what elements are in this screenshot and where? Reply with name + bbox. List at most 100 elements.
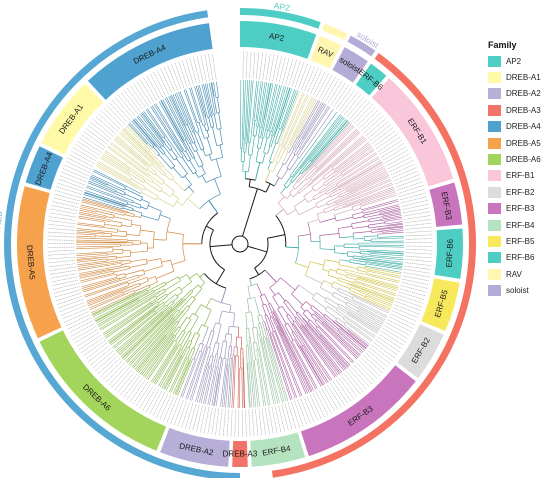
tree-stem — [265, 303, 272, 318]
tree-leaf-branch — [379, 210, 401, 216]
gene-label-tick — [50, 208, 77, 215]
tree-stem — [346, 276, 357, 281]
tree-leaf-branch — [339, 328, 366, 351]
tree-stem — [264, 321, 268, 330]
tree-arc — [159, 188, 163, 193]
tree-leaf-branch — [78, 213, 111, 221]
tree-stem — [251, 135, 255, 156]
gene-label-tick — [394, 174, 421, 185]
gene-label-tick — [167, 65, 178, 91]
tree-arc — [364, 295, 366, 298]
tree-leaf-branch — [387, 223, 403, 226]
legend-swatch — [488, 121, 501, 133]
tree-stem — [155, 173, 165, 182]
tree-leaf-branch — [136, 335, 167, 372]
tree-leaf-branch — [80, 272, 114, 282]
tree-stem — [256, 342, 258, 350]
tree-stem — [158, 288, 165, 293]
tree-leaf-branch — [101, 156, 130, 175]
gene-label-tick — [285, 58, 294, 85]
tree-leaf-branch — [365, 261, 403, 267]
tree-leaf-branch — [179, 91, 197, 133]
segment-erf-b6 — [434, 228, 464, 279]
tree-stem — [124, 188, 143, 198]
tree-leaf-branch — [249, 362, 255, 408]
tree-leaf-branch — [129, 317, 174, 366]
tree-leaf-branch — [377, 232, 404, 235]
tree-arc — [128, 265, 130, 269]
gene-label-tick — [181, 402, 190, 428]
tree-stem — [350, 259, 366, 263]
tree-arc — [291, 331, 294, 333]
tree-stem — [134, 284, 150, 292]
tree-leaf-branch — [350, 292, 391, 311]
tree-stem — [319, 287, 334, 295]
tree-stem — [286, 154, 296, 169]
tree-leaf-branch — [171, 94, 186, 126]
tree-arc — [366, 270, 368, 274]
tree-stem — [189, 273, 197, 279]
gene-label-tick — [402, 203, 429, 210]
tree-leaf-branch — [159, 348, 182, 388]
tree-leaf-branch — [98, 291, 159, 327]
tree-arc — [170, 191, 175, 197]
tree-stem — [187, 124, 196, 143]
tree-leaf-branch — [138, 327, 175, 373]
gene-label-tick — [156, 393, 169, 419]
tree-leaf-branch — [305, 122, 351, 172]
tree-stem — [371, 231, 383, 233]
gene-label-tick — [163, 396, 175, 422]
tree-leaf-branch — [79, 209, 107, 217]
tree-stem — [220, 287, 227, 303]
tree-stem — [334, 208, 353, 216]
tree-stem — [147, 281, 165, 292]
gene-label-tick — [160, 68, 172, 93]
tree-leaf-branch — [95, 298, 139, 322]
tree-arc — [186, 123, 189, 126]
tree-leaf-branch — [290, 98, 316, 146]
tree-leaf-branch — [319, 153, 378, 192]
legend-swatch — [488, 235, 501, 247]
tree-leaf-branch — [241, 80, 245, 149]
tree-stem — [164, 174, 172, 181]
tree-stem — [138, 273, 145, 277]
tree-leaf-branch — [365, 295, 392, 307]
tree-stem — [201, 175, 207, 183]
gene-label-tick — [83, 131, 106, 148]
tree-arc — [165, 218, 171, 241]
tree-stem — [248, 179, 251, 187]
tree-stem — [324, 171, 335, 180]
tree-stem — [243, 139, 245, 153]
tree-leaf-branch — [247, 80, 254, 143]
gene-label-tick — [56, 182, 83, 192]
gene-label-tick — [53, 286, 80, 294]
tree-leaf-branch — [142, 334, 174, 377]
tree-stem — [289, 187, 295, 194]
tree-leaf-branch — [292, 322, 333, 381]
tree-leaf-branch — [359, 245, 404, 248]
gene-label-tick — [245, 409, 247, 437]
tree-leaf-branch — [150, 106, 184, 157]
outer-arc-soloist — [347, 35, 376, 57]
tree-leaf-branch — [308, 137, 366, 187]
tree-arc — [205, 345, 208, 347]
gene-label-tick — [384, 325, 409, 340]
tree-leaf-branch — [382, 228, 404, 231]
gene-label-tick — [181, 59, 191, 86]
tree-stem — [143, 265, 163, 272]
gene-label-tick — [65, 314, 90, 327]
tree-arc — [316, 214, 321, 223]
tree-leaf-branch — [345, 322, 372, 342]
tree-leaf-branch — [86, 287, 127, 304]
tree-stem — [245, 143, 247, 153]
gene-label-tick — [211, 408, 216, 435]
tree-leaf-branch — [76, 237, 128, 241]
tree-leaf-branch — [168, 347, 191, 393]
tree-leaf-branch — [351, 298, 388, 317]
tree-leaf-branch — [147, 108, 182, 159]
tree-leaf-branch — [172, 358, 190, 394]
tree-stem — [281, 305, 289, 316]
tree-leaf-branch — [364, 268, 401, 277]
tree-arc — [323, 209, 326, 213]
tree-leaf-branch — [78, 268, 111, 276]
